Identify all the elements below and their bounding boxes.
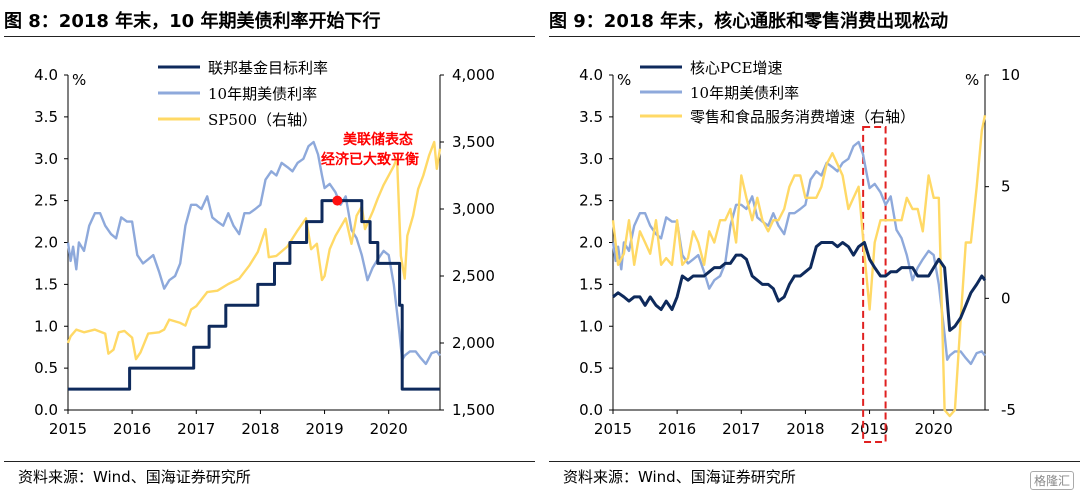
legend-label: 零售和食品服务消费增速（右轴） [690,108,915,126]
annotation-line-1: 美联储表态 [343,131,413,148]
right-tick-label: 4,000 [452,66,495,84]
left-tick-label: 1.5 [34,275,58,293]
annotation-line-2: 经济已大致平衡 [321,151,419,168]
left-tick-label: 2.5 [34,192,58,210]
right-tick-label: 5 [1001,178,1011,196]
right-tick-label: 10 [1001,66,1020,84]
right-tick-label: 3,000 [452,200,495,218]
x-tick-label: 2015 [594,420,632,438]
series-line-2 [66,140,442,361]
x-tick-label: 2016 [113,420,151,438]
x-tick-label: 2019 [305,420,343,438]
figure-8-panel: 图 8：2018 年末，10 年期美债利率开始下行 0.0 0.5 1.0 1.5 2.… [0,0,535,496]
divider [4,461,535,462]
x-tick-label: 2019 [850,420,888,438]
series-line-2 [611,114,987,418]
right-tick-label: 1,500 [452,401,495,419]
left-tick-label: 1.0 [34,317,58,335]
left-tick-label: 4.0 [34,66,58,84]
left-tick-label: 3.5 [579,108,603,126]
divider [4,36,535,37]
left-tick-label: 0.5 [579,359,603,377]
left-unit-label: % [72,71,86,89]
series-line-1 [611,140,986,366]
figure-title: 图 9：2018 年末，核心通胀和零售消费出现松动 [549,11,949,32]
legend-label: 联邦基金目标利率 [208,59,328,77]
right-tick-label: -5 [1001,401,1016,419]
source-note: 资料来源：Wind、国海证券研究所 [18,468,251,486]
right-tick-label: 2,500 [452,267,495,285]
legend-label: 核心PCE增速 [690,59,783,77]
x-tick-label: 2015 [49,420,87,438]
x-tick-label: 2016 [658,420,696,438]
left-tick-label: 1.5 [579,275,603,293]
left-tick-label: 2.0 [34,234,58,252]
highlight-box [862,126,887,443]
legend-label: SP500（右轴） [208,111,317,129]
x-tick-label: 2020 [370,420,408,438]
right-tick-label: 0 [1001,289,1011,307]
source-note: 资料来源：Wind、国海证券研究所 [563,468,796,486]
left-tick-label: 0.5 [34,359,58,377]
divider [549,461,1080,462]
x-tick-label: 2017 [177,420,215,438]
right-tick-label: 3,500 [452,133,495,151]
left-tick-label: 0.0 [34,401,58,419]
left-tick-label: 1.0 [579,317,603,335]
chart-fed-rate-treasury-sp500: 0.0 0.5 1.0 1.5 2.0 2.5 3.0 3.5 4.0 1,500 2,000 2,5… [34,59,495,438]
right-tick-label: 2,000 [452,334,495,352]
series-line-0 [612,241,987,332]
x-tick-label: 2020 [915,420,953,438]
left-tick-label: 3.0 [34,150,58,168]
series-line-1 [66,140,441,366]
left-tick-label: 0.0 [579,401,603,419]
left-tick-label: 2.0 [579,234,603,252]
x-tick-label: 2018 [241,420,279,438]
chart-core-pce-treasury-retail: 0.0 0.5 1.0 1.5 2.0 2.5 3.0 3.5 4.0 -5 0 5 10 2015 201… [579,59,1020,443]
left-tick-label: 3.0 [579,150,603,168]
left-tick-label: 4.0 [579,66,603,84]
watermark-logo: 格隆汇 [1029,471,1074,490]
series-line-0 [68,199,440,391]
divider [549,36,1080,37]
legend-label: 10年期美债利率 [208,85,317,103]
x-tick-label: 2017 [722,420,760,438]
left-tick-label: 2.5 [579,192,603,210]
right-unit-label: % [965,71,979,89]
left-unit-label: % [617,71,631,89]
left-tick-label: 3.5 [34,108,58,126]
legend-label: 10年期美债利率 [690,84,799,102]
x-tick-label: 2018 [786,420,824,438]
figure-9-panel: 图 9：2018 年末，核心通胀和零售消费出现松动 0.0 0.5 1.0 1.5 2.… [545,0,1080,496]
annotation-marker [332,195,343,206]
figure-title: 图 8：2018 年末，10 年期美债利率开始下行 [4,11,381,32]
